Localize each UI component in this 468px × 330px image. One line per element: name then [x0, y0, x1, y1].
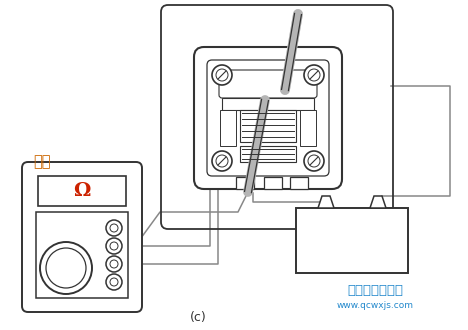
Circle shape [308, 155, 320, 167]
Circle shape [106, 274, 122, 290]
Circle shape [110, 260, 118, 268]
Bar [36, 212, 128, 298]
Bar [296, 208, 408, 273]
Polygon shape [370, 196, 386, 208]
FancyBboxPatch shape [207, 60, 329, 176]
Circle shape [212, 151, 232, 171]
Circle shape [106, 220, 122, 236]
Circle shape [110, 242, 118, 250]
Circle shape [216, 155, 228, 167]
Bar [240, 146, 296, 162]
Bar [222, 98, 314, 110]
Circle shape [110, 224, 118, 232]
Bar [264, 177, 282, 189]
Circle shape [216, 69, 228, 81]
Circle shape [106, 256, 122, 272]
Circle shape [212, 65, 232, 85]
Bar [38, 176, 126, 206]
Text: 导通: 导通 [33, 154, 51, 169]
Circle shape [106, 238, 122, 254]
FancyBboxPatch shape [194, 47, 342, 189]
FancyBboxPatch shape [22, 162, 142, 312]
FancyBboxPatch shape [219, 70, 317, 98]
Bar [240, 110, 296, 142]
Text: (c): (c) [190, 312, 206, 324]
Bar [300, 110, 316, 146]
Circle shape [308, 69, 320, 81]
Circle shape [304, 151, 324, 171]
Text: 汿车维修技术网: 汿车维修技术网 [347, 283, 403, 296]
Text: Ω: Ω [73, 182, 91, 200]
Bar [220, 110, 236, 146]
Circle shape [46, 248, 86, 288]
Circle shape [110, 278, 118, 286]
Polygon shape [318, 196, 334, 208]
Bar [236, 177, 254, 189]
Bar [290, 177, 308, 189]
Circle shape [40, 242, 92, 294]
Text: www.qcwxjs.com: www.qcwxjs.com [336, 301, 414, 310]
Circle shape [304, 65, 324, 85]
